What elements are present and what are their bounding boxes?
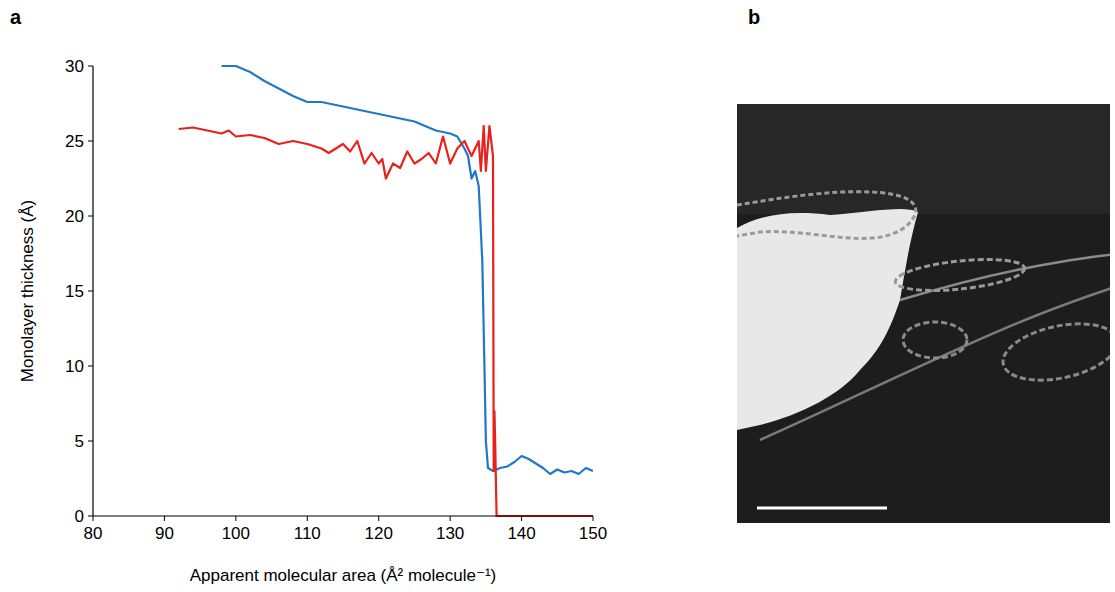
x-tick-label: 150: [579, 524, 607, 543]
bright-domain: [737, 209, 918, 430]
y-tick-label: 30: [65, 57, 84, 76]
x-tick-label: 100: [222, 524, 250, 543]
y-tick-label: 10: [65, 357, 84, 376]
data-line: [179, 126, 593, 516]
y-tick: [88, 516, 93, 517]
x-tick-label: 90: [155, 524, 174, 543]
x-tick: [164, 516, 165, 521]
x-tick-label: 120: [365, 524, 393, 543]
x-tick: [235, 516, 236, 521]
series-group: [179, 66, 593, 516]
panel-label: b: [748, 6, 760, 28]
x-axis: [93, 515, 593, 516]
x-tick: [378, 516, 379, 521]
y-tick: [88, 366, 93, 367]
y-tick-label: 25: [65, 132, 84, 151]
x-tick-label: 130: [436, 524, 464, 543]
x-tick: [307, 516, 308, 521]
x-tick-label: 80: [84, 524, 103, 543]
y-axis-title: Monolayer thickness (Å): [18, 200, 37, 382]
panel-label: a: [10, 6, 22, 28]
micrograph: [737, 104, 1110, 523]
domain-edge: [737, 192, 916, 239]
domain-loop: [903, 322, 967, 358]
figure: a b 80 90 100 110 120 130 140 150 0 5 10 15 20 25 30 Appa…: [0, 0, 1115, 592]
y-tick: [88, 291, 93, 292]
domain-loop: [998, 315, 1110, 390]
scale-bar: [757, 507, 887, 510]
y-tick: [88, 141, 93, 142]
image-ground: [737, 104, 1110, 523]
x-tick-label: 140: [507, 524, 535, 543]
y-tick: [88, 216, 93, 217]
x-tick: [593, 516, 594, 521]
y-tick-label: 20: [65, 207, 84, 226]
y-tick-label: 5: [75, 432, 84, 451]
x-tick: [450, 516, 451, 521]
y-tick-label: 15: [65, 282, 84, 301]
x-tick: [521, 516, 522, 521]
y-tick: [88, 441, 93, 442]
domain-loop: [894, 254, 1026, 295]
y-tick-label: 0: [75, 507, 84, 526]
data-line: [222, 66, 593, 474]
x-tick-label: 110: [294, 524, 321, 543]
domain-stripe: [760, 287, 1110, 440]
x-axis-title: Apparent molecular area (Å² molecule⁻¹): [190, 566, 497, 585]
y-tick: [88, 66, 93, 67]
x-tick: [93, 516, 94, 521]
